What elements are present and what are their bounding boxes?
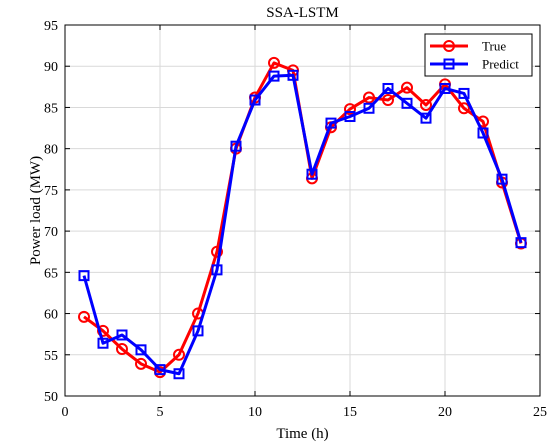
legend-label-predict: Predict: [482, 57, 519, 72]
legend-box: [424, 33, 533, 77]
data-point-predict: [211, 264, 223, 276]
data-point-true: [78, 310, 90, 323]
data-point-predict: [477, 127, 489, 139]
y-tick-label: 95: [44, 19, 58, 34]
data-point-predict: [325, 117, 337, 129]
data-point-true: [363, 91, 375, 104]
data-point-predict: [439, 82, 451, 94]
data-point-predict: [515, 237, 527, 249]
x-tick-label: 0: [62, 405, 69, 420]
data-point-true: [458, 102, 470, 115]
data-point-predict: [154, 364, 166, 376]
data-point-predict: [458, 87, 470, 99]
data-point-true: [401, 81, 413, 94]
data-point-predict: [382, 82, 394, 94]
data-point-true: [420, 98, 432, 111]
data-point-predict: [268, 70, 280, 82]
series-true: [78, 56, 527, 379]
y-tick-label: 50: [44, 390, 58, 405]
data-point-true: [344, 103, 356, 116]
chart-title: SSA-LSTM: [266, 5, 339, 21]
plot-area: [64, 24, 541, 397]
series-line-true: [83, 61, 523, 374]
legend: True Predict: [424, 33, 533, 77]
data-point-predict: [230, 140, 242, 152]
data-point-true: [173, 348, 185, 361]
data-point-predict: [496, 173, 508, 185]
data-point-true: [268, 56, 280, 69]
data-point-predict: [249, 94, 261, 106]
y-tick-label: 65: [44, 266, 58, 281]
data-point-predict: [420, 112, 432, 124]
x-tick-label: 5: [157, 405, 164, 420]
axis-ticks: 0 5 10 15 20 25 50 55 60 65 70 75 80 85 90 95: [44, 19, 547, 420]
data-point-predict: [401, 97, 413, 109]
data-point-predict: [173, 368, 185, 380]
data-point-true: [116, 343, 128, 356]
legend-marker-true: [443, 40, 455, 52]
data-point-predict: [116, 329, 128, 341]
data-point-true: [135, 357, 147, 370]
series-line-predict: [82, 73, 523, 376]
x-tick-label: 10: [248, 405, 262, 420]
data-point-predict: [306, 168, 318, 180]
y-tick-label: 85: [44, 101, 58, 116]
data-point-predict: [135, 344, 147, 356]
x-tick-label: 25: [533, 405, 547, 420]
data-point-true: [382, 94, 394, 107]
y-tick-label: 55: [44, 349, 58, 364]
data-point-predict: [344, 111, 356, 123]
data-point-predict: [192, 325, 204, 337]
legend-marker-predict: [443, 58, 455, 70]
legend-label-true: True: [482, 39, 506, 54]
y-tick-label: 75: [44, 184, 58, 199]
x-axis-title: Time (h): [276, 426, 328, 442]
series: [78, 56, 527, 380]
grid: [64, 24, 541, 397]
y-tick-label: 80: [44, 143, 58, 158]
y-tick-label: 60: [44, 308, 58, 323]
series-predict: [78, 69, 527, 380]
data-point-predict: [287, 69, 299, 81]
x-tick-label: 15: [343, 405, 357, 420]
data-point-predict: [363, 102, 375, 114]
data-point-true: [211, 245, 223, 258]
x-tick-label: 20: [438, 405, 452, 420]
data-point-predict: [97, 337, 109, 349]
data-point-predict: [78, 270, 90, 282]
y-tick-label: 70: [44, 225, 58, 240]
y-axis-title: Power load (MW): [28, 156, 44, 265]
y-tick-label: 90: [44, 60, 58, 75]
